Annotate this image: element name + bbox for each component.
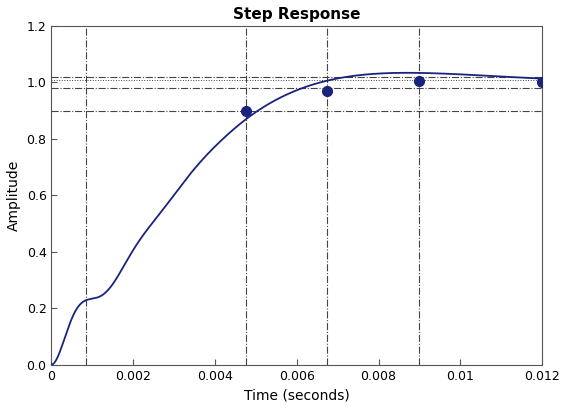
Title: Step Response: Step Response — [233, 7, 361, 22]
Y-axis label: Amplitude: Amplitude — [7, 160, 21, 231]
X-axis label: Time (seconds): Time (seconds) — [244, 388, 350, 402]
